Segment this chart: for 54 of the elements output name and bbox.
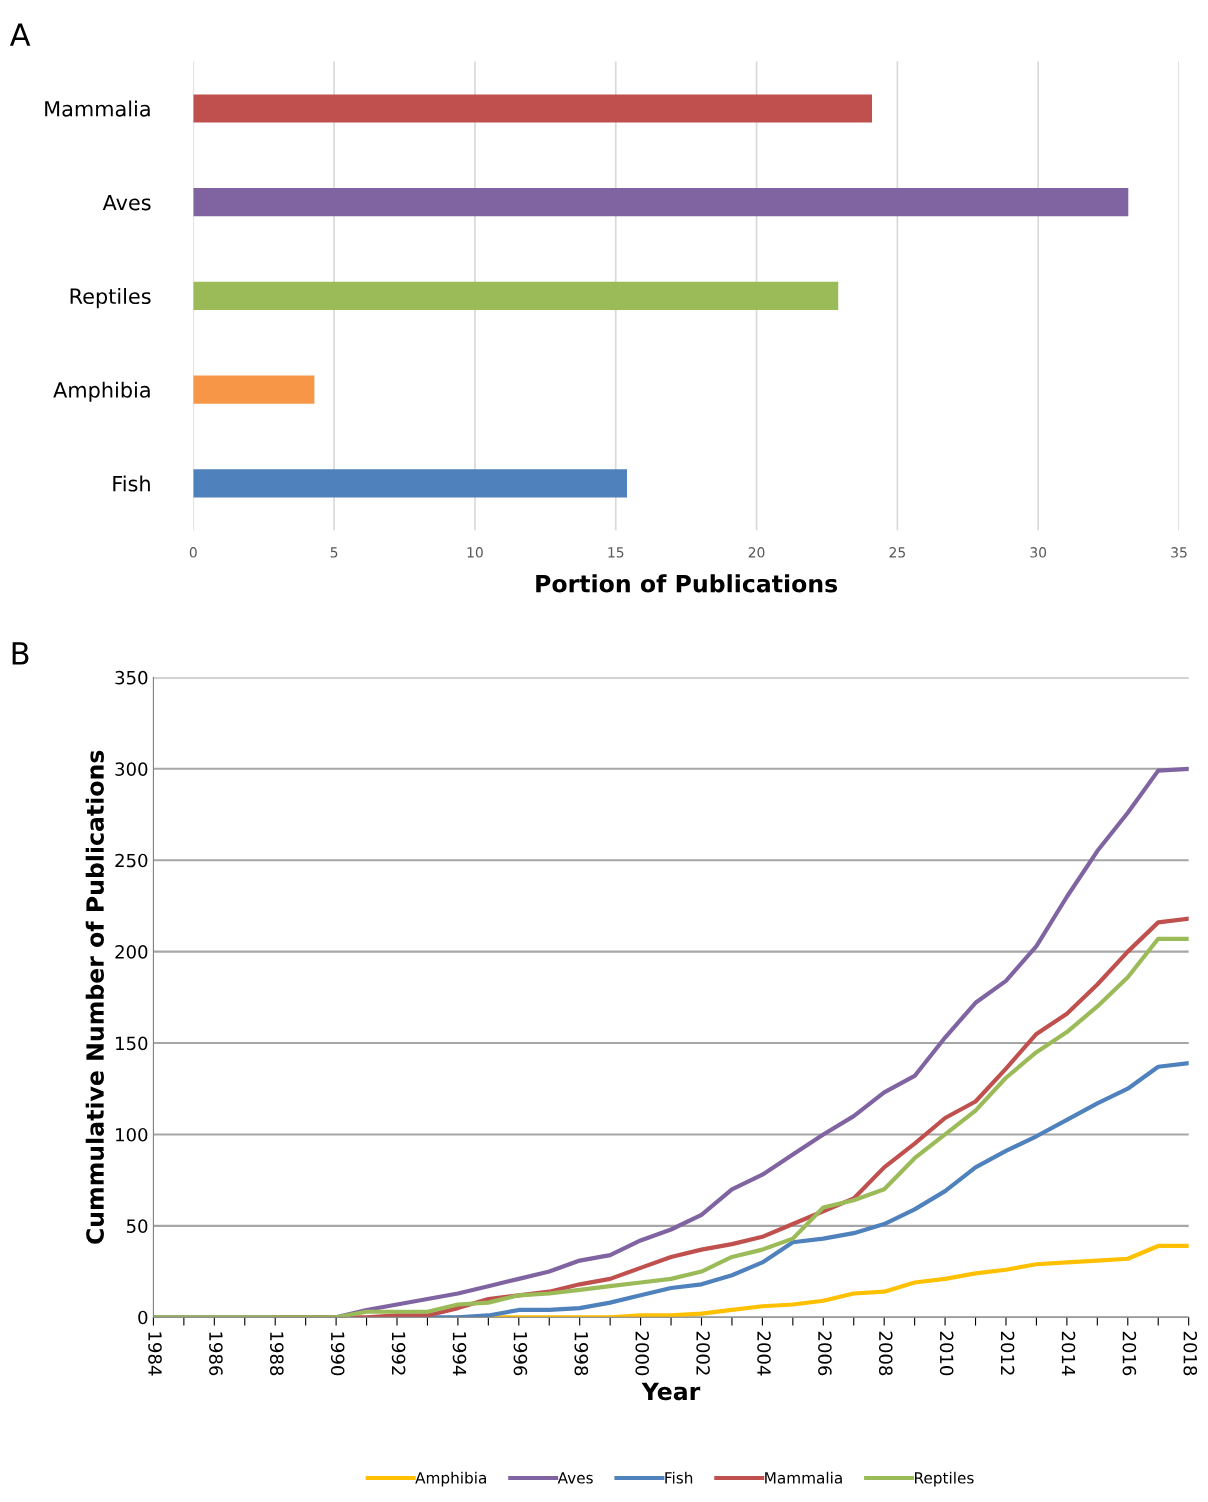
x-tick-label: 2016 — [1122, 1331, 1137, 1376]
legend-label: Mammalia — [765, 1471, 842, 1484]
x-tick-label: 2002 — [696, 1331, 710, 1375]
x-tick-label: 1998 — [574, 1332, 589, 1376]
x-tick-label: 2000 — [635, 1331, 650, 1376]
y-axis-title: Cummulative Number of Publications — [85, 750, 104, 1244]
x-axis-title: Year — [641, 1382, 701, 1401]
bar — [193, 375, 315, 404]
x-tick-label: 1990 — [330, 1332, 345, 1376]
text: B — [12, 642, 29, 665]
x-tick-label: 25 — [889, 547, 905, 558]
x-tick-label: 1996 — [513, 1332, 528, 1376]
x-tick-label: 1986 — [209, 1332, 223, 1376]
y-tick-label: 250 — [115, 853, 148, 868]
x-tick-label: 1988 — [269, 1332, 284, 1376]
y-tick-label: 350 — [115, 670, 148, 685]
legend-label: Aves — [557, 1472, 593, 1484]
y-tick-label: 300 — [115, 762, 148, 776]
y-tick-label: Mammalia — [45, 100, 150, 117]
bar — [193, 188, 1129, 217]
x-tick-label: 30 — [1030, 547, 1047, 558]
x-tick-label: 2010 — [939, 1331, 954, 1376]
x-tick-label: 10 — [467, 547, 483, 558]
bar — [193, 94, 873, 123]
x-tick-label: 35 — [1171, 547, 1187, 558]
x-axis-title: Portion of Publications — [536, 574, 838, 593]
x-tick-label: 2006 — [818, 1331, 832, 1376]
x-tick-label: 15 — [608, 547, 624, 558]
y-tick-label: 0 — [138, 1310, 148, 1325]
legend-label: Amphibia — [415, 1471, 486, 1487]
x-tick-label: 2018 — [1183, 1331, 1198, 1376]
y-tick-label: 150 — [116, 1036, 148, 1051]
y-tick-label: 100 — [116, 1127, 148, 1142]
x-tick-label: 1992 — [391, 1332, 406, 1375]
y-tick-label: 200 — [115, 945, 148, 959]
text: A — [9, 23, 31, 46]
legend-label: Reptiles — [915, 1471, 974, 1487]
x-tick-label: 5 — [330, 547, 338, 558]
bar — [193, 469, 627, 498]
y-tick-label: Reptiles — [70, 287, 151, 309]
x-tick-label: 2004 — [757, 1331, 771, 1376]
y-tick-label: Amphibia — [53, 381, 150, 402]
x-tick-label: 1994 — [452, 1332, 467, 1376]
x-tick-label: 2012 — [1000, 1331, 1015, 1375]
x-tick-label: 2014 — [1061, 1331, 1076, 1376]
x-tick-label: 20 — [748, 547, 765, 558]
bar — [193, 281, 839, 310]
x-tick-label: 2008 — [878, 1331, 893, 1376]
x-tick-label: 1984 — [148, 1332, 162, 1376]
legend-label: Fish — [665, 1471, 693, 1484]
x-tick-label: 0 — [189, 547, 197, 558]
y-tick-label: 50 — [126, 1219, 148, 1233]
y-tick-label: Aves — [102, 194, 151, 211]
y-tick-label: Fish — [113, 475, 150, 492]
